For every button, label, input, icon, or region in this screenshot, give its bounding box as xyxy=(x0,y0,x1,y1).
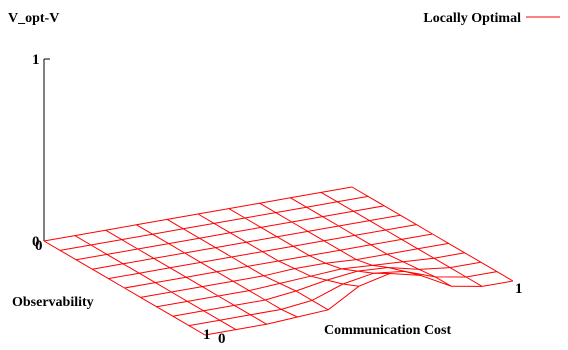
z-tick-label-1: 1 xyxy=(32,52,40,68)
mesh-line-x-8 xyxy=(172,261,481,317)
mesh-line-x-7 xyxy=(156,252,465,308)
legend: Locally Optimal xyxy=(423,11,560,26)
surface-mesh xyxy=(43,186,514,336)
y-tick-label-1: 1 xyxy=(515,281,523,297)
x-axis-title: Observability xyxy=(12,295,94,310)
z-axis-title: V_opt-V xyxy=(8,11,59,26)
y-tick-label-0: 0 xyxy=(218,331,226,347)
legend-label: Locally Optimal xyxy=(423,11,521,26)
mesh-line-y-10 xyxy=(351,186,514,282)
mesh-line-y-6 xyxy=(228,208,390,274)
mesh-line-y-7 xyxy=(259,202,421,276)
y-axis-title: Communication Cost xyxy=(324,323,452,338)
mesh-line-y-0 xyxy=(43,240,206,336)
mesh-line-y-2 xyxy=(105,229,267,325)
mesh-line-y-3 xyxy=(136,224,298,318)
x-tick-label-1: 1 xyxy=(203,327,211,343)
z-tick-label-0: 0 xyxy=(32,234,40,250)
mesh-line-y-9 xyxy=(320,191,483,287)
mesh-line-y-8 xyxy=(290,197,452,287)
mesh-line-y-4 xyxy=(166,218,329,311)
mesh-line-y-5 xyxy=(197,213,360,287)
mesh-line-y-1 xyxy=(74,235,237,331)
x-tick-label-0: 0 xyxy=(35,238,43,254)
